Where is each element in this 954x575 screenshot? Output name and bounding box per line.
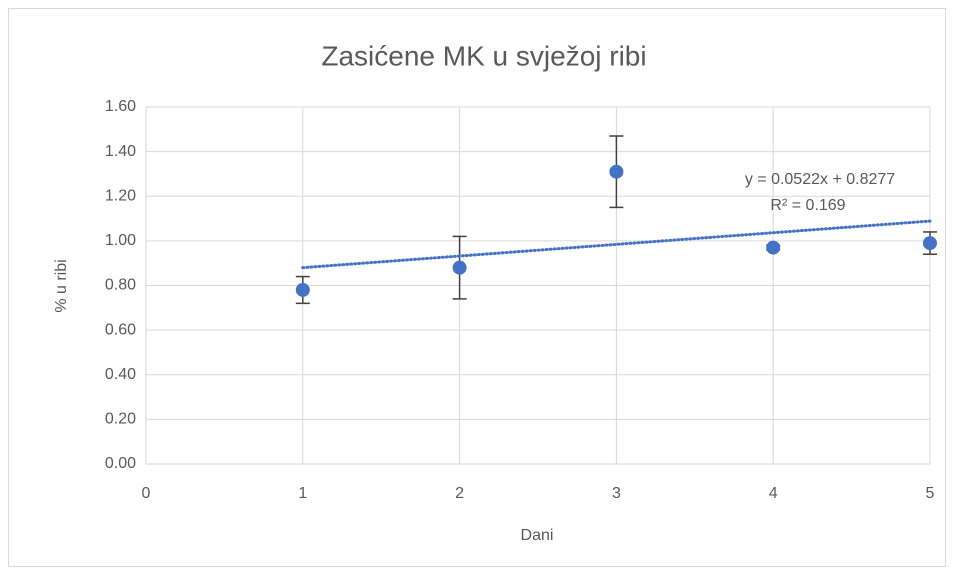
point	[295, 282, 310, 297]
point	[923, 236, 937, 251]
x-tick-label: 4	[769, 485, 778, 502]
y-tick-label: 1.00	[105, 232, 136, 249]
x-tick-label: 5	[926, 485, 935, 502]
point	[609, 164, 624, 179]
x-tick-label: 1	[298, 485, 307, 502]
point	[452, 260, 467, 275]
x-tick-label: 2	[455, 485, 464, 502]
point	[766, 240, 781, 255]
y-tick-label: 1.60	[105, 98, 136, 115]
chart-border	[8, 8, 946, 567]
chart-title: Zasićene MK u svježoj ribi	[321, 40, 646, 71]
x-tick-label: 3	[612, 485, 621, 502]
y-tick-label: 0.60	[105, 321, 136, 338]
y-tick-label: 1.20	[105, 187, 136, 204]
trendline-equation: y = 0.0522x + 0.8277	[745, 171, 895, 188]
trendline-r2: R² = 0.169	[770, 197, 845, 214]
y-axis-title: % u ribi	[53, 259, 70, 312]
y-tick-label: 0.20	[105, 411, 136, 428]
y-tick-label: 0.80	[105, 277, 136, 294]
y-tick-label: 0.00	[105, 455, 136, 472]
y-tick-label: 0.40	[105, 366, 136, 383]
trendline	[301, 219, 932, 270]
y-tick-label: 1.40	[105, 143, 136, 160]
x-tick-label: 0	[142, 485, 151, 502]
x-axis-title: Dani	[521, 527, 554, 544]
